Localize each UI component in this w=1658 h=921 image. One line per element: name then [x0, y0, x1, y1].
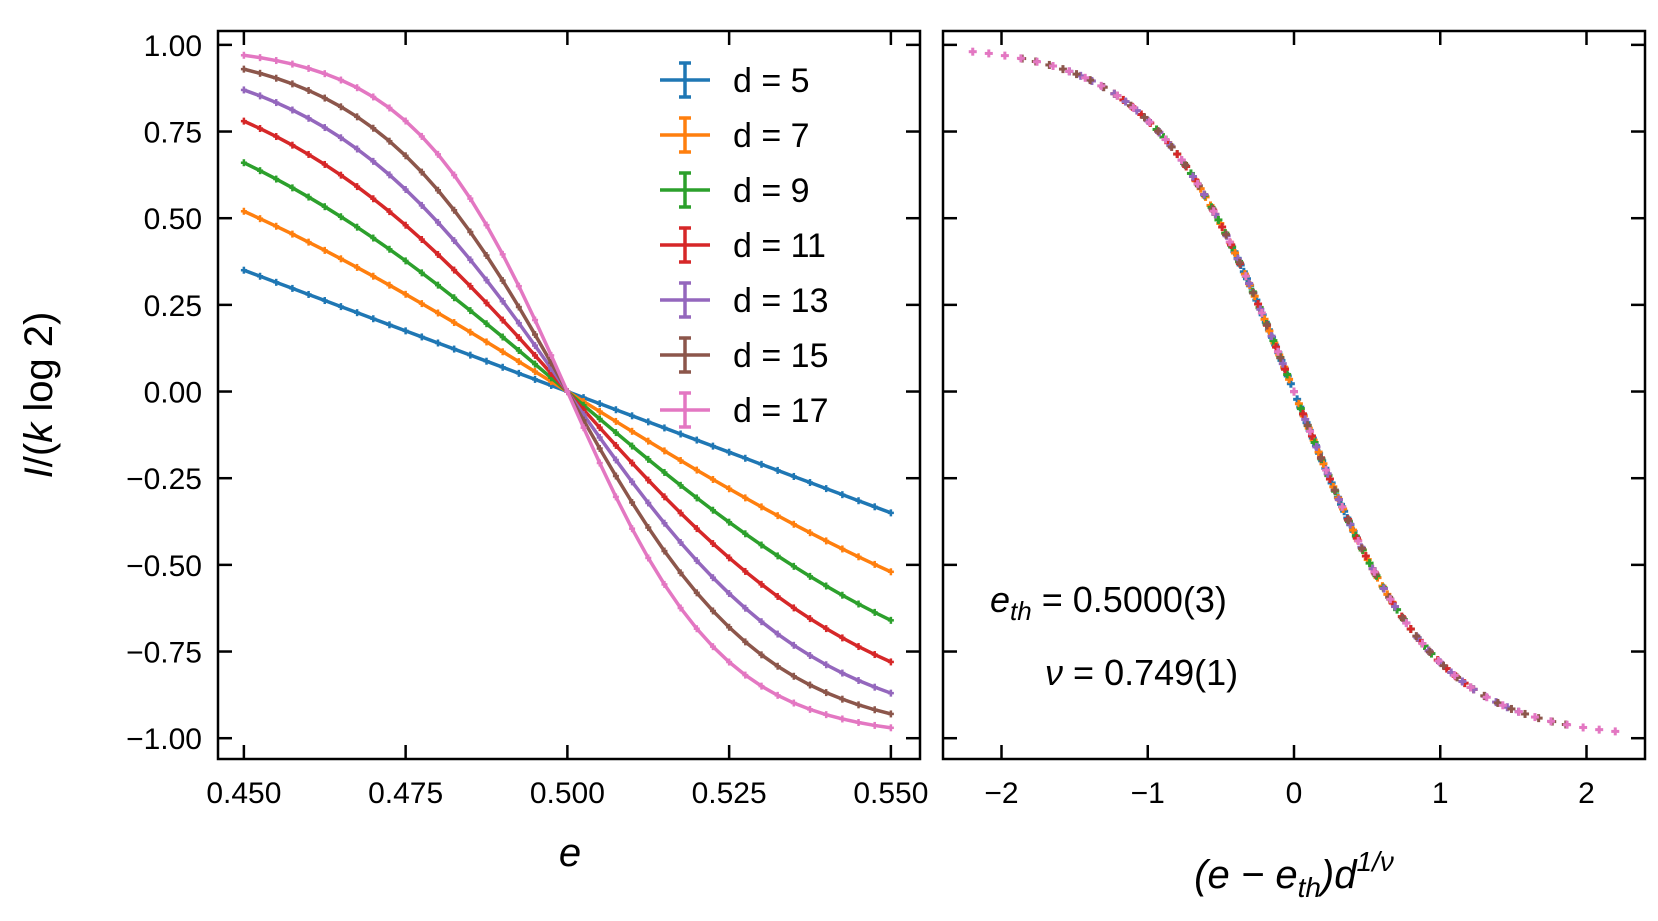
right-x-tick-label: −1: [1131, 777, 1165, 810]
left-x-tick-label: 0.550: [853, 777, 928, 810]
left-y-tick-label: −0.75: [126, 637, 202, 670]
left-x-tick-label: 0.475: [368, 777, 443, 810]
legend-label: d = 17: [733, 392, 828, 430]
right-series-group: [968, 47, 1620, 736]
nu-value: 0.749(1): [1104, 652, 1238, 693]
left-x-tick-label: 0.500: [530, 777, 605, 810]
legend-item: d = 15: [660, 336, 828, 375]
series-17: [240, 51, 894, 732]
right-x-tick-label: −2: [984, 777, 1018, 810]
legend-item: d = 11: [660, 226, 826, 265]
collapse-series-17: [968, 47, 1620, 736]
left-axis-ticks: 0.450 0.475 0.500 0.525 0.550 1.00 0.75 0.50 0.2…: [126, 30, 928, 810]
left-x-tick-label: 0.450: [206, 777, 281, 810]
legend-item: d = 17: [660, 391, 828, 430]
left-plot-frame: [216, 29, 922, 761]
legend-item: d = 13: [660, 281, 828, 320]
right-panel: −2 −1 0 1 2 eth = 0.5000(3) ν = 0.749(1) (e …: [941, 29, 1647, 903]
legend: d = 5 d = 7 d = 9 d = 11 d = 13 d = 15 d = 17: [660, 61, 828, 430]
legend-item: d = 7: [660, 116, 810, 155]
legend-label: d = 13: [733, 282, 828, 320]
legend-label: d = 15: [733, 337, 828, 375]
legend-label: d = 11: [733, 227, 826, 265]
left-panel: 0.450 0.475 0.500 0.525 0.550 1.00 0.75 0.50 0.2…: [17, 29, 928, 875]
legend-label: d = 9: [733, 172, 810, 210]
left-x-tick-label: 0.525: [692, 777, 767, 810]
eth-value: 0.5000(3): [1073, 579, 1227, 620]
legend-item: d = 5: [660, 61, 810, 100]
right-x-tick-label: 2: [1578, 777, 1595, 810]
left-y-tick-label: 0.75: [144, 117, 202, 150]
left-y-tick-label: 0.00: [144, 377, 202, 410]
right-x-axis-label: (e − eth)d1/ν: [1194, 846, 1394, 903]
left-y-tick-label: −0.25: [126, 463, 202, 496]
left-series-group: [240, 51, 894, 732]
eth-equals: =: [1042, 579, 1063, 620]
eth-annotation: eth = 0.5000(3): [990, 579, 1227, 626]
left-y-axis-label: I/(k log 2): [17, 312, 61, 479]
legend-item: d = 9: [660, 171, 810, 210]
right-x-tick-label: 0: [1286, 777, 1303, 810]
left-x-axis-label: e: [559, 831, 581, 875]
left-y-tick-label: 0.25: [144, 290, 202, 323]
legend-label: d = 5: [733, 62, 810, 100]
nu-annotation: ν = 0.749(1): [1045, 652, 1238, 693]
right-x-tick-label: 1: [1432, 777, 1449, 810]
left-y-tick-label: 1.00: [144, 30, 202, 63]
left-y-tick-label: −1.00: [126, 723, 202, 756]
nu-equals: =: [1073, 652, 1094, 693]
left-y-tick-label: 0.50: [144, 203, 202, 236]
right-axis-ticks: −2 −1 0 1 2: [943, 31, 1645, 810]
left-y-tick-label: −0.50: [126, 550, 202, 583]
legend-label: d = 7: [733, 117, 810, 155]
